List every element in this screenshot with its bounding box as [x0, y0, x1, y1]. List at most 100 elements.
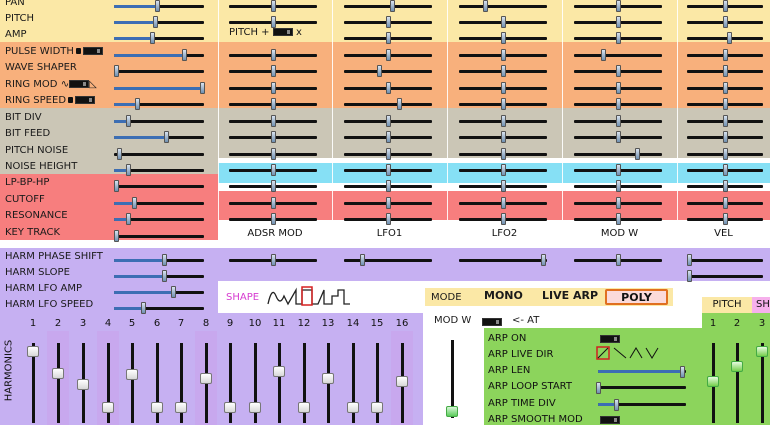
bit-feed-mod-w-slider[interactable] — [616, 131, 621, 143]
cutoff-lfo2-slider[interactable] — [501, 197, 506, 209]
amp-mod-w-slider[interactable] — [616, 32, 621, 44]
mode-mono-button[interactable]: MONO — [484, 289, 523, 302]
harmonic-slider-4[interactable] — [102, 402, 114, 414]
pan-lfo2-slider[interactable] — [483, 0, 489, 12]
lp-bp-hp-base-slider[interactable] — [113, 180, 119, 192]
bit-feed-lfo1-slider[interactable] — [386, 131, 391, 143]
noise-height-adsr-mod-slider[interactable] — [271, 164, 276, 176]
resonance-lfo2-slider[interactable] — [501, 213, 506, 225]
lp-bp-hp-vel-slider[interactable] — [723, 180, 728, 192]
pitch-noise-base-slider[interactable] — [116, 148, 122, 160]
bit-feed-base-slider[interactable] — [164, 131, 170, 143]
harm-lfo-speed-base-slider[interactable] — [140, 302, 146, 314]
pulse-width-base-slider[interactable] — [182, 49, 188, 61]
wave-shaper-lfo1-slider[interactable] — [377, 65, 383, 77]
harmonic-slider-8[interactable] — [200, 372, 212, 384]
ring-mod-lfo2-slider[interactable] — [501, 82, 506, 94]
pan-lfo1-slider[interactable] — [390, 0, 396, 12]
pan-adsr-mod-slider[interactable] — [271, 0, 276, 12]
bit-div-lfo2-slider[interactable] — [501, 115, 506, 127]
pitch-noise-adsr-mod-slider[interactable] — [271, 148, 276, 160]
bit-div-vel-slider[interactable] — [723, 115, 728, 127]
amp-base-slider[interactable] — [149, 32, 155, 44]
harm-slope-vel-slider[interactable] — [686, 270, 692, 282]
harmonic-slider-7[interactable] — [175, 402, 187, 414]
pan-base-slider[interactable] — [155, 0, 161, 12]
bit-div-adsr-mod-slider[interactable] — [271, 115, 276, 127]
harm-lfo-amp-base-slider[interactable] — [170, 286, 176, 298]
pitch-vel-slider[interactable] — [723, 16, 728, 28]
arp-smooth-mod-toggle[interactable] — [600, 416, 620, 424]
cutoff-lfo1-slider[interactable] — [386, 197, 391, 209]
resonance-adsr-mod-slider[interactable] — [271, 213, 276, 225]
wave-shaper-mod-w-slider[interactable] — [616, 65, 621, 77]
amp-lfo2-slider[interactable] — [501, 32, 506, 44]
lp-bp-hp-lfo2-slider[interactable] — [501, 180, 506, 192]
noise-height-lfo1-slider[interactable] — [386, 164, 391, 176]
cutoff-base-slider[interactable] — [131, 197, 137, 209]
harmonic-slider-6[interactable] — [151, 402, 163, 414]
wave-shaper-lfo2-slider[interactable] — [501, 65, 506, 77]
pulse-width-adsr-mod-slider[interactable] — [271, 49, 276, 61]
harm-phase-shift-base-slider[interactable] — [161, 254, 167, 266]
resonance-mod-w-slider[interactable] — [616, 213, 621, 225]
bit-div-lfo1-slider[interactable] — [386, 115, 391, 127]
cutoff-mod-w-slider[interactable] — [616, 197, 621, 209]
cutoff-vel-slider[interactable] — [723, 197, 728, 209]
pan-mod-w-slider[interactable] — [616, 0, 621, 12]
resonance-base-slider[interactable] — [125, 213, 131, 225]
pulse-width-toggle[interactable] — [82, 47, 103, 55]
noise-height-lfo2-slider[interactable] — [501, 164, 506, 176]
wave-shaper-base-slider[interactable] — [113, 65, 119, 77]
pulse-width-lfo2-slider[interactable] — [501, 49, 506, 61]
ring-mod-adsr-mod-slider[interactable] — [271, 82, 276, 94]
resonance-vel-slider[interactable] — [723, 213, 728, 225]
harmonic-slider-15[interactable] — [371, 402, 383, 414]
ring-mod-vel-slider[interactable] — [723, 82, 728, 94]
harmonic-slider-5[interactable] — [126, 369, 138, 381]
tab-pitch[interactable]: PITCH — [702, 297, 752, 313]
harmonic-slider-16[interactable] — [396, 376, 408, 387]
pitch-noise-vel-slider[interactable] — [723, 148, 728, 160]
arp-time-div-slider[interactable] — [614, 399, 619, 411]
noise-height-vel-slider[interactable] — [723, 164, 728, 176]
lp-bp-hp-mod-w-slider[interactable] — [616, 180, 621, 192]
pitch-lfo2-slider[interactable] — [501, 16, 506, 28]
pitch-noise-lfo2-slider[interactable] — [501, 148, 506, 160]
mode-live-arp-button[interactable]: LIVE ARP — [542, 289, 599, 302]
bit-feed-vel-slider[interactable] — [723, 131, 728, 143]
noise-height-base-slider[interactable] — [125, 164, 131, 176]
harm-phase-shift-adsr-mod-slider[interactable] — [271, 254, 276, 266]
bit-div-base-slider[interactable] — [125, 115, 131, 127]
pitch-mod-w-slider[interactable] — [616, 16, 621, 28]
ring-speed-base-slider[interactable] — [134, 98, 140, 110]
pulse-width-lfo1-slider[interactable] — [386, 49, 391, 61]
harmonic-slider-3[interactable] — [77, 379, 89, 391]
ring-speed-vel-slider[interactable] — [723, 98, 728, 110]
ring-mod-toggle[interactable] — [69, 80, 90, 88]
harm-phase-shift-vel-slider[interactable] — [686, 254, 692, 266]
ring-speed-lfo1-slider[interactable] — [396, 98, 402, 110]
mode-poly-button[interactable]: POLY — [605, 289, 668, 305]
key-track-base-slider[interactable] — [113, 230, 119, 242]
arp-direction-icon[interactable] — [596, 346, 662, 360]
cutoff-adsr-mod-slider[interactable] — [271, 197, 276, 209]
wave-shaper-adsr-mod-slider[interactable] — [271, 65, 276, 77]
pitch-adsr-mod-slider[interactable] — [271, 16, 276, 28]
arp-loop-start-slider[interactable] — [596, 382, 601, 394]
harmonic-slider-13[interactable] — [322, 372, 334, 384]
harm-phase-shift-lfo1-slider[interactable] — [359, 254, 365, 266]
bit-div-mod-w-slider[interactable] — [616, 115, 621, 127]
amp-lfo1-slider[interactable] — [386, 32, 391, 44]
tab-sh[interactable]: SH — [752, 297, 770, 313]
resonance-lfo1-slider[interactable] — [386, 213, 391, 225]
pulse-width-mod-w-slider[interactable] — [601, 49, 607, 61]
harmonic-slider-12[interactable] — [298, 402, 310, 414]
ring-speed-adsr-mod-slider[interactable] — [271, 98, 276, 110]
harmonic-slider-1[interactable] — [27, 346, 39, 358]
harmonic-slider-14[interactable] — [347, 402, 359, 414]
pitch-noise-mod-w-slider[interactable] — [635, 148, 641, 160]
pitch-step-slider-2[interactable] — [731, 361, 743, 373]
harm-phase-shift-mod-w-slider[interactable] — [616, 254, 621, 266]
noise-height-mod-w-slider[interactable] — [616, 164, 621, 176]
